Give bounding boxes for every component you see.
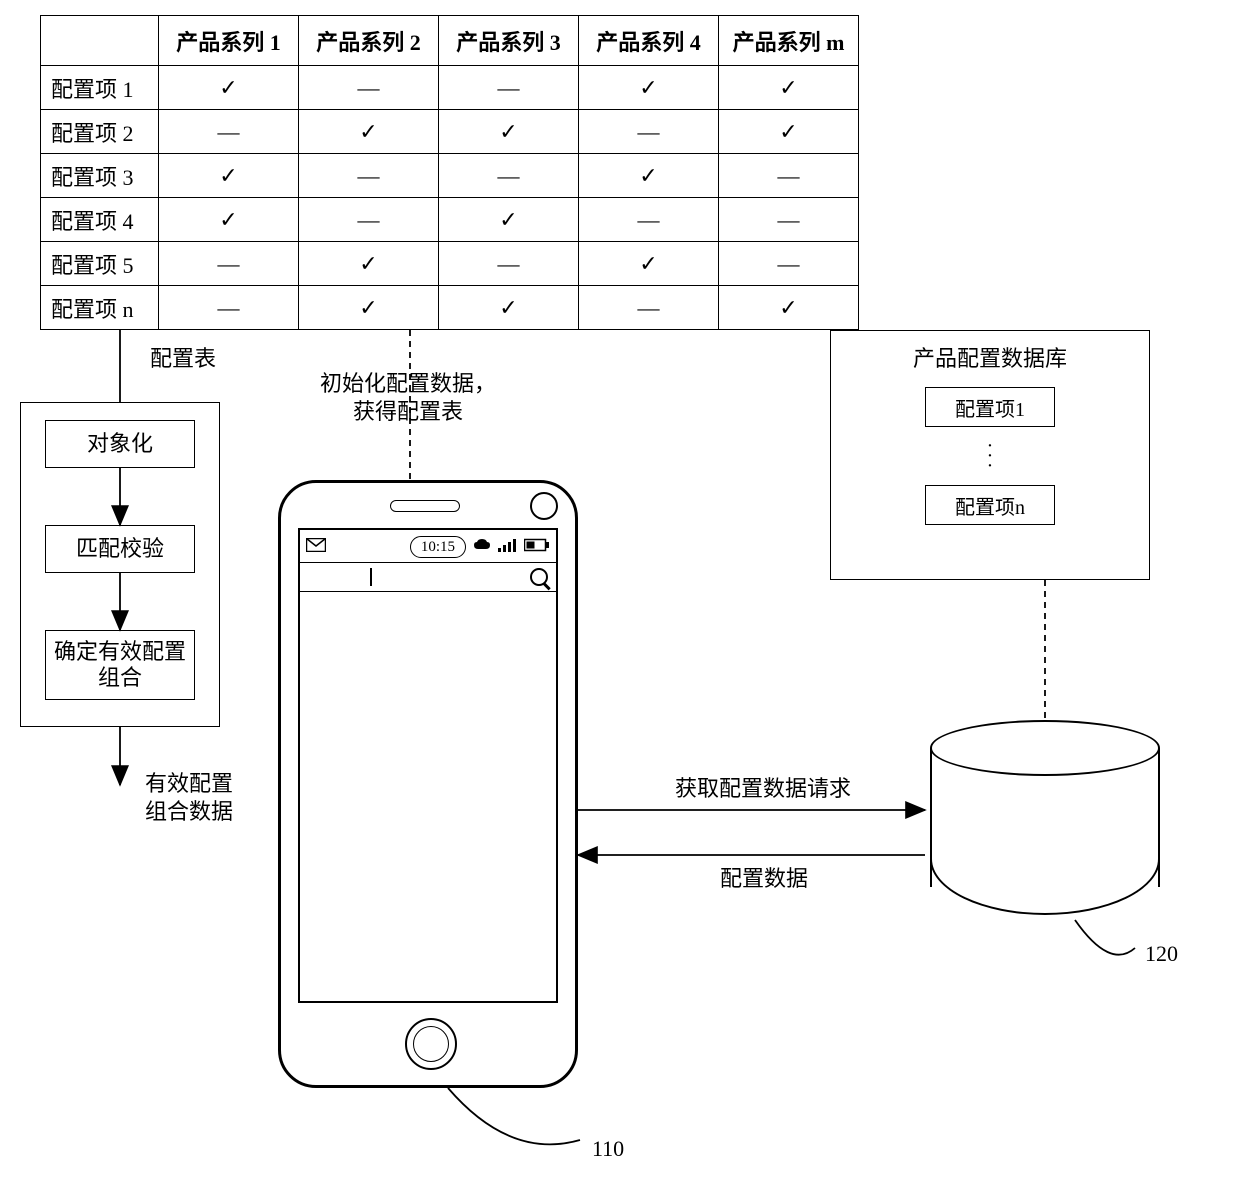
row-label: 配置项 n: [41, 286, 159, 330]
table-cell: ✓: [579, 154, 719, 198]
table-header: 产品系列 2: [299, 16, 439, 66]
table-cell: ✓: [299, 286, 439, 330]
flow-box-determine_valid: 确定有效配置组合: [45, 630, 195, 700]
phone-searchbar: [300, 562, 556, 592]
table-header: 产品系列 m: [719, 16, 859, 66]
search-divider: [370, 568, 372, 586]
phone-screen: 10:15: [298, 528, 558, 1003]
table-cell: —: [299, 154, 439, 198]
row-label: 配置项 4: [41, 198, 159, 242]
table-cell: —: [579, 110, 719, 154]
database-cylinder: [930, 720, 1160, 915]
table-cell: ✓: [159, 198, 299, 242]
table-cell: —: [159, 110, 299, 154]
table-cell: —: [579, 286, 719, 330]
config-data-label: 配置数据: [720, 865, 808, 893]
table-cell: —: [299, 198, 439, 242]
table-cell: —: [299, 66, 439, 110]
table-cell: ✓: [579, 242, 719, 286]
table-cell: —: [439, 154, 579, 198]
row-label: 配置项 2: [41, 110, 159, 154]
ref-120-label: 120: [1145, 940, 1178, 968]
table-header: [41, 16, 159, 66]
phone-home-inner: [413, 1026, 449, 1062]
product-config-db-box: 产品配置数据库 配置项1 ··· 配置项n: [830, 330, 1150, 580]
ref-110-label: 110: [592, 1135, 624, 1163]
valid-combo-label: 有效配置组合数据: [145, 770, 233, 825]
table-cell: —: [439, 66, 579, 110]
db-top: [930, 720, 1160, 776]
db-bottom: [930, 859, 1160, 915]
table-cell: ✓: [439, 286, 579, 330]
table-cell: —: [159, 242, 299, 286]
table-cell: ✓: [719, 286, 859, 330]
table-cell: ✓: [299, 110, 439, 154]
table-cell: ✓: [579, 66, 719, 110]
flow-box-match_verify: 匹配校验: [45, 525, 195, 573]
vertical-dots: ···: [831, 441, 1149, 471]
table-cell: ✓: [719, 66, 859, 110]
table-header: 产品系列 1: [159, 16, 299, 66]
phone-home-button: [405, 1018, 457, 1070]
phone-time: 10:15: [410, 536, 466, 558]
table-header: 产品系列 4: [579, 16, 719, 66]
get-request-label: 获取配置数据请求: [675, 775, 851, 803]
table-cell: —: [719, 198, 859, 242]
row-label: 配置项 3: [41, 154, 159, 198]
search-icon: [530, 568, 548, 586]
init-config-label: 初始化配置数据，获得配置表: [320, 370, 496, 425]
diagram-canvas: 产品系列 1产品系列 2产品系列 3产品系列 4产品系列 m配置项 1✓——✓✓…: [0, 0, 1240, 1188]
row-label: 配置项 1: [41, 66, 159, 110]
phone-camera: [530, 492, 558, 520]
table-cell: ✓: [719, 110, 859, 154]
table-cell: ✓: [439, 110, 579, 154]
signal-icon: [498, 538, 518, 557]
table-cell: —: [579, 198, 719, 242]
table-cell: ✓: [159, 154, 299, 198]
table-cell: —: [159, 286, 299, 330]
table-cell: —: [439, 242, 579, 286]
phone-statusbar: 10:15: [300, 534, 556, 560]
flow-box-objectify: 对象化: [45, 420, 195, 468]
cloud-icon: [472, 537, 492, 558]
table-cell: —: [719, 242, 859, 286]
table-cell: ✓: [439, 198, 579, 242]
mail-icon: [306, 538, 326, 557]
table-header: 产品系列 3: [439, 16, 579, 66]
phone-speaker: [390, 500, 460, 512]
table-cell: —: [719, 154, 859, 198]
config-matrix-table: 产品系列 1产品系列 2产品系列 3产品系列 4产品系列 m配置项 1✓——✓✓…: [40, 15, 859, 330]
table-cell: ✓: [299, 242, 439, 286]
db-box-title: 产品配置数据库: [831, 341, 1149, 373]
db-item-1: 配置项1: [925, 387, 1055, 427]
config-table-label: 配置表: [150, 345, 216, 373]
battery-icon: [524, 538, 550, 557]
table-cell: ✓: [159, 66, 299, 110]
row-label: 配置项 5: [41, 242, 159, 286]
db-item-n: 配置项n: [925, 485, 1055, 525]
